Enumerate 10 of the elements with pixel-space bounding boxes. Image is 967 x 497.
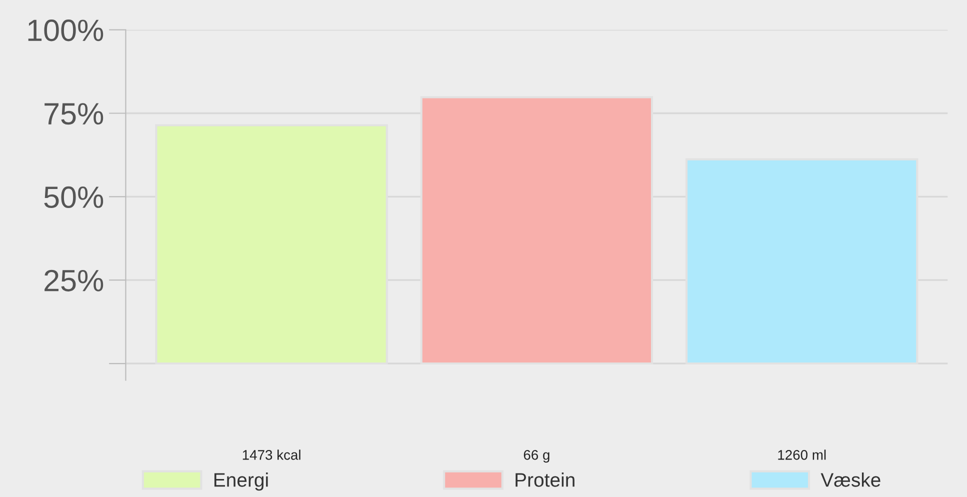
legend-label: Protein [516,472,574,487]
y-tick-label: 25% [44,270,104,292]
x-tick-label: 1260 ml [778,450,826,460]
legend-label: Væske [820,472,880,487]
x-tick-label: 1473 kcal [242,450,300,460]
y-tick-label: 50% [44,186,104,208]
legend-label: Energi [214,472,268,491]
y-tick-label: 75% [44,103,104,125]
y-tick-label: 100% [28,20,104,42]
x-tick-label: 66 g [524,450,550,463]
